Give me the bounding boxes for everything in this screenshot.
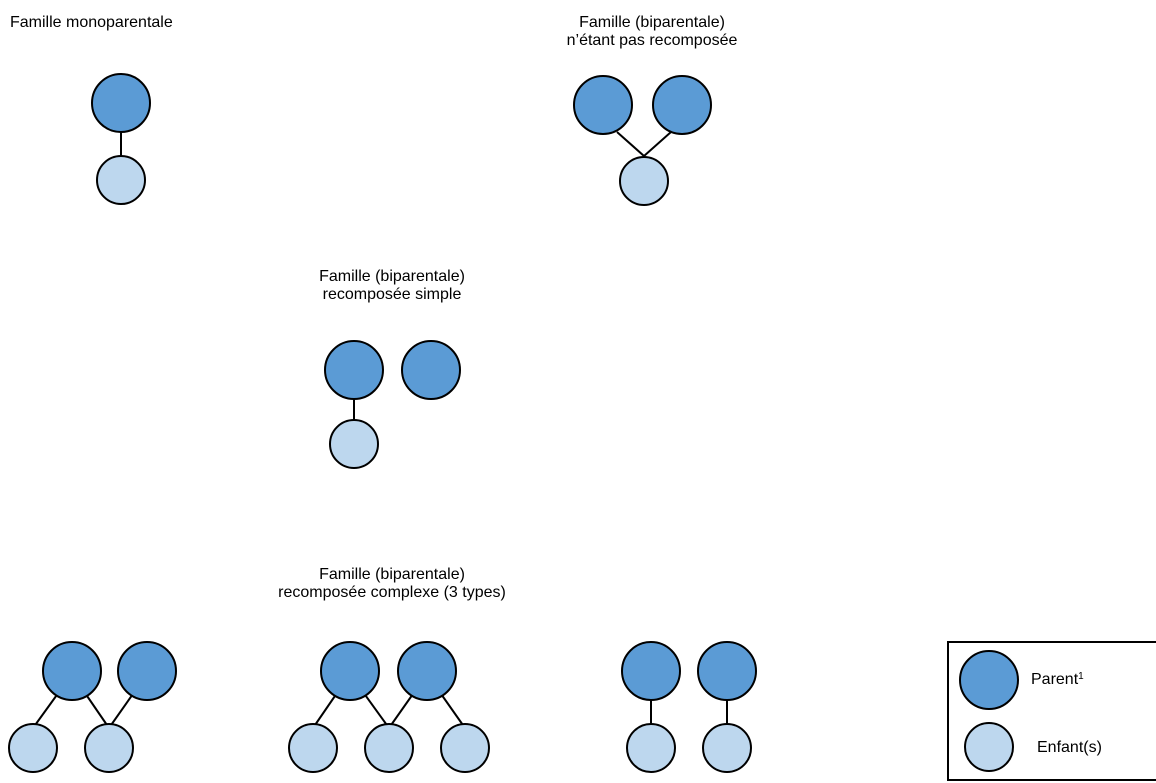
legend-child-swatch [964, 722, 1014, 772]
group-recomposee-simple [324, 340, 461, 469]
title-line: n’étant pas recomposée [566, 32, 738, 49]
child-node [84, 723, 134, 773]
title-famille-biparentale: Famille (biparentale) n’étant pas recomp… [522, 14, 782, 50]
legend-parent-footnote: 1 [1078, 671, 1084, 682]
title-line: recomposée simple [322, 286, 462, 303]
title-line: Famille (biparentale) [319, 566, 465, 583]
title-famille-monoparentale: Famille monoparentale [10, 14, 173, 32]
legend-parent-text: Parent [1031, 671, 1079, 688]
title-famille-recomposee-complexe: Famille (biparentale) recomposée complex… [222, 566, 562, 602]
link-line [616, 131, 645, 157]
child-node [364, 723, 414, 773]
title-line: Famille (biparentale) [319, 268, 465, 285]
child-node [440, 723, 490, 773]
child-node [702, 723, 752, 773]
link-line [643, 131, 672, 157]
parent-node [652, 75, 712, 135]
child-node [288, 723, 338, 773]
parent-node [697, 641, 757, 701]
group-biparentale [573, 75, 712, 206]
group-complexe-type-1 [8, 641, 177, 773]
group-monoparentale [91, 73, 151, 205]
parent-node [573, 75, 633, 135]
legend-parent-label: Parent1 [1031, 671, 1084, 689]
parent-node [117, 641, 177, 701]
parent-node [320, 641, 380, 701]
child-node [626, 723, 676, 773]
parent-node [401, 340, 461, 400]
parent-node [324, 340, 384, 400]
title-line: Famille (biparentale) [579, 14, 725, 31]
parent-node [42, 641, 102, 701]
title-famille-recomposee-simple: Famille (biparentale) recomposée simple [262, 268, 522, 304]
legend: Parent1 Enfant(s) [947, 641, 1156, 781]
legend-child-label: Enfant(s) [1037, 739, 1102, 756]
title-line: Famille monoparentale [10, 14, 173, 31]
child-node [8, 723, 58, 773]
group-complexe-type-2 [288, 641, 490, 773]
parent-node [397, 641, 457, 701]
parent-node [91, 73, 151, 133]
child-node [329, 419, 379, 469]
parent-node [621, 641, 681, 701]
group-complexe-type-3 [621, 641, 757, 773]
child-node [96, 155, 146, 205]
child-node [619, 156, 669, 206]
title-line: recomposée complexe (3 types) [278, 584, 506, 601]
legend-swatches [959, 650, 1019, 772]
legend-parent-swatch [959, 650, 1019, 710]
